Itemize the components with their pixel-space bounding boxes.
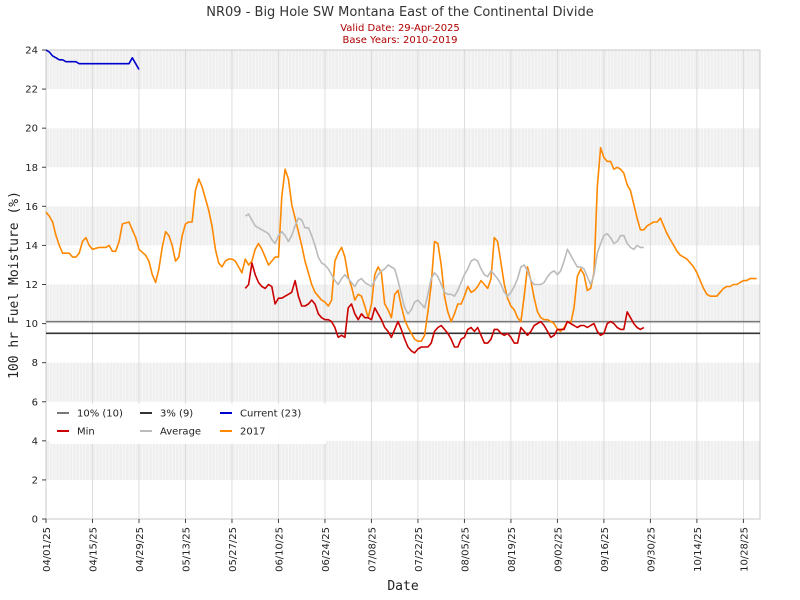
- x-tick-label: 06/24/25: [321, 527, 332, 572]
- y-tick-label: 18: [25, 163, 38, 174]
- x-tick-label: 09/30/25: [646, 527, 657, 572]
- x-tick-label: 10/28/25: [739, 527, 750, 572]
- x-tick-label: 05/27/25: [228, 527, 239, 572]
- grid-band: [46, 323, 760, 363]
- y-tick-label: 2: [32, 475, 38, 486]
- x-tick-label: 08/05/25: [460, 527, 471, 572]
- y-tick-label: 10: [25, 319, 38, 330]
- x-tick-label: 04/15/25: [89, 527, 100, 572]
- series-line-current-23: [45, 49, 140, 70]
- x-axis-title: Date: [387, 579, 418, 594]
- series-line-average: [244, 213, 644, 315]
- grid-band: [46, 479, 760, 519]
- series-layer: [45, 49, 757, 354]
- legend-background: [50, 404, 326, 444]
- y-tick-label: 20: [25, 124, 38, 135]
- legend-label: 2017: [240, 427, 265, 438]
- series-line-2017: [45, 146, 757, 343]
- x-tick-label: 05/13/25: [182, 527, 193, 572]
- x-tick-label: 10/14/25: [693, 527, 704, 572]
- x-axis: 04/01/25 04/15/25 04/29/25 05/13/25 05/27/25…: [42, 519, 750, 572]
- x-tick-label: 07/22/25: [414, 527, 425, 572]
- grid-band: [46, 128, 760, 168]
- grid-band: [46, 50, 760, 90]
- y-tick-label: 16: [25, 202, 38, 213]
- series-line-min: [244, 262, 645, 354]
- x-tick-label: 04/01/25: [42, 527, 53, 572]
- legend-label: Min: [77, 427, 95, 438]
- y-tick-label: 14: [25, 241, 38, 252]
- x-tick-label: 08/19/25: [507, 527, 518, 572]
- y-axis-title: 100 hr Fuel Moisture (%): [7, 191, 22, 379]
- y-tick-label: 24: [25, 46, 38, 57]
- chart-subtitle-base-years: Base Years: 2010-2019: [343, 35, 458, 46]
- y-tick-label: 22: [25, 85, 38, 96]
- x-tick-label: 06/10/25: [275, 527, 286, 572]
- grid-band: [46, 206, 760, 246]
- x-tick-label: 09/02/25: [553, 527, 564, 572]
- y-tick-label: 4: [32, 436, 38, 447]
- x-tick-label: 04/29/25: [135, 527, 146, 572]
- grid-bands: [46, 50, 760, 519]
- chart-title: NR09 - Big Hole SW Montana East of the C…: [206, 5, 593, 20]
- legend-label: 3% (9): [160, 409, 193, 420]
- chart-subtitle-valid-date: Valid Date: 29-Apr-2025: [340, 23, 460, 34]
- legend: 10% (10) 3% (9) Current (23) Min Average 2017: [50, 404, 326, 444]
- y-tick-label: 12: [25, 280, 38, 291]
- y-tick-label: 0: [32, 515, 38, 526]
- grid-band: [46, 167, 760, 207]
- grid-band: [46, 440, 760, 480]
- grid-band: [46, 89, 760, 129]
- y-tick-label: 8: [32, 358, 38, 369]
- grid-band: [46, 245, 760, 285]
- x-tick-label: 07/08/25: [368, 527, 379, 572]
- y-tick-label: 6: [32, 397, 38, 408]
- legend-label: 10% (10): [77, 409, 123, 420]
- grid-band: [46, 362, 760, 402]
- x-tick-label: 09/16/25: [600, 527, 611, 572]
- legend-label: Average: [160, 427, 201, 438]
- legend-label: Current (23): [240, 409, 301, 420]
